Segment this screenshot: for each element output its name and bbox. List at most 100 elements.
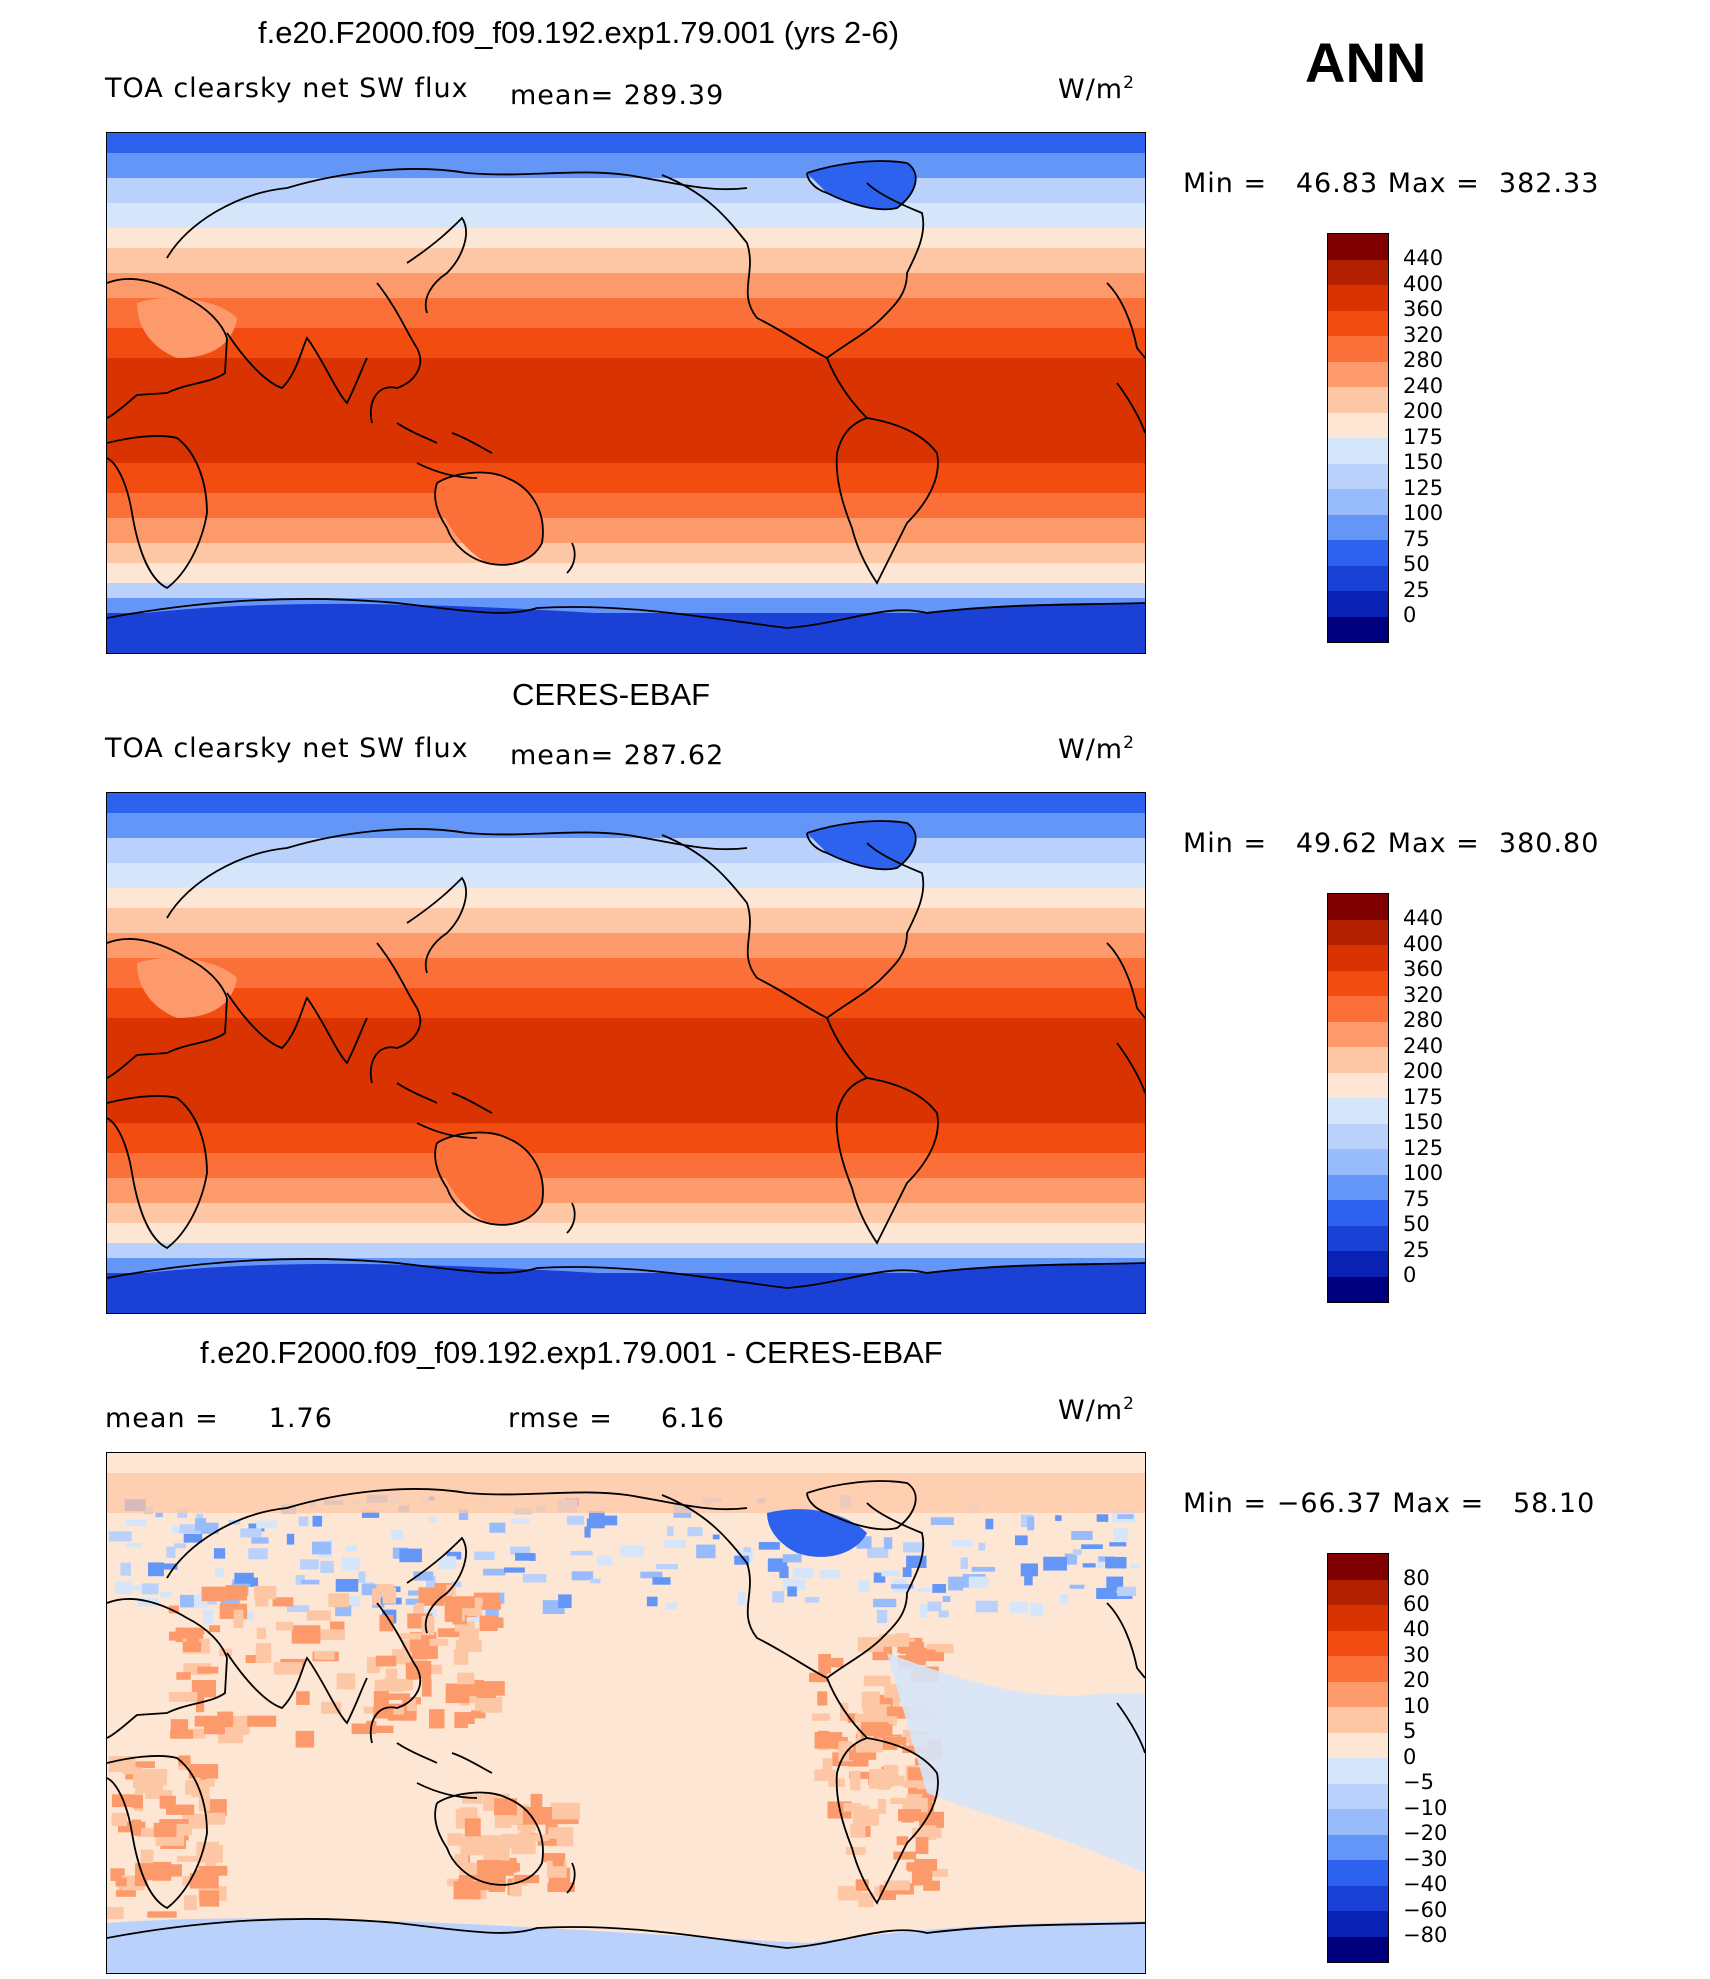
panel3-colorbar-label: −20 [1403, 1821, 1448, 1845]
panel2-colorbar-swatch [1328, 1072, 1388, 1098]
panel2-colorbar-swatch [1328, 894, 1388, 920]
panel2-colorbar-label: 125 [1403, 1135, 1444, 1160]
panel1-colorbar-swatch [1328, 259, 1388, 285]
panel2-colorbar-label: 100 [1403, 1161, 1444, 1185]
panel2-colorbar-swatch [1328, 1200, 1388, 1226]
panel3-colorbar-label: −40 [1403, 1872, 1448, 1896]
panel3-mean-value: 1.76 [268, 1403, 333, 1434]
season-label: ANN [1305, 31, 1427, 94]
panel2-colorbar-swatch [1328, 1021, 1388, 1047]
panel1-colorbar-label: 400 [1403, 271, 1444, 296]
panel1-colorbar-label: 150 [1403, 450, 1444, 474]
panel1-colorbar-label: 240 [1403, 373, 1444, 398]
panel2-colorbar [1327, 893, 1389, 1303]
panel3-colorbar-label: −30 [1403, 1846, 1448, 1871]
panel1-colorbar-label: 175 [1403, 424, 1444, 449]
panel3-map [106, 1452, 1146, 1974]
panel1-colorbar-swatch [1328, 336, 1388, 362]
panel1-mean-value: 289.39 [623, 80, 725, 111]
panel1-colorbar-swatch [1328, 234, 1388, 260]
panel2-colorbar-label: 360 [1403, 957, 1444, 981]
panel1-colorbar-swatch [1328, 361, 1388, 387]
panel3-colorbar-label: 30 [1403, 1642, 1430, 1667]
panel1-colorbar-swatch [1328, 616, 1388, 642]
panel1-colorbar-swatch [1328, 285, 1388, 311]
panel2-colorbar-label: 0 [1403, 1263, 1417, 1287]
panel3-colorbar [1327, 1553, 1389, 1963]
panel2-colorbar-label: 320 [1403, 982, 1444, 1007]
panel3-colorbar-swatch [1328, 1630, 1388, 1656]
panel1-colorbar-swatch [1328, 540, 1388, 566]
panel3-colorbar-label: 60 [1403, 1591, 1430, 1616]
panel1-colorbar-swatch [1328, 565, 1388, 591]
panel1-unit: W/m2 [1058, 73, 1135, 105]
panel3-colorbar-swatch [1328, 1707, 1388, 1733]
panel2-variable-label: TOA clearsky net SW flux [105, 733, 469, 764]
panel1-map [106, 132, 1146, 654]
panel2-colorbar-label: 25 [1403, 1237, 1430, 1262]
panel2-colorbar-swatch [1328, 1225, 1388, 1251]
panel3-colorbar-swatch [1328, 1758, 1388, 1784]
panel1-colorbar-swatch [1328, 387, 1388, 413]
panel2-mean-label: mean= 287.62 [510, 740, 725, 771]
panel3-colorbar-swatch [1328, 1605, 1388, 1631]
panel2-colorbar-label: 75 [1403, 1186, 1430, 1211]
panel1-colorbar-label: 50 [1403, 552, 1430, 576]
panel3-colorbar-swatch [1328, 1885, 1388, 1911]
panel2-colorbar-swatch [1328, 1047, 1388, 1073]
panel3-colorbar-label: −60 [1403, 1897, 1448, 1922]
panel3-mean-label: mean = 1.76 [105, 1403, 333, 1434]
panel3-colorbar-swatch [1328, 1732, 1388, 1758]
panel1-colorbar-label: 25 [1403, 577, 1430, 602]
panel2-minmax: Min = 49.62 Max = 380.80 [1183, 828, 1600, 859]
panel3-colorbar-label: 20 [1403, 1668, 1430, 1692]
panel2-colorbar-swatch [1328, 1098, 1388, 1124]
panel3-title: f.e20.F2000.f09_f09.192.exp1.79.001 - CE… [200, 1335, 943, 1370]
panel1-map-field [107, 133, 1145, 653]
panel3-colorbar-labels: 80 60 40 30 20 10 5 0 −5 −10 −20 −30 −40 −60 −80 [1403, 1566, 1447, 1949]
panel1-colorbar-label: 200 [1403, 399, 1444, 423]
panel2-mean-value: 287.62 [623, 740, 725, 771]
panel1-colorbar-swatch [1328, 591, 1388, 617]
panel2-colorbar-swatch [1328, 970, 1388, 996]
panel3-colorbar-swatch [1328, 1936, 1388, 1962]
panel3-colorbar-label: −5 [1403, 1770, 1434, 1794]
panel3-colorbar-label: 5 [1403, 1719, 1417, 1743]
panel2-colorbar-label: 150 [1403, 1110, 1444, 1134]
panel3-colorbar-label: 0 [1403, 1744, 1417, 1769]
panel3-colorbar-label: 80 [1403, 1566, 1430, 1590]
panel2-colorbar-label: 400 [1403, 931, 1444, 956]
panel1-colorbar-swatch [1328, 463, 1388, 489]
panel2-colorbar-label: 280 [1403, 1008, 1444, 1032]
panel2-colorbar-label: 200 [1403, 1059, 1444, 1083]
panel3-colorbar-swatch [1328, 1681, 1388, 1707]
panel1-colorbar-label: 360 [1403, 297, 1444, 321]
panel2-map [106, 792, 1146, 1314]
panel3-colorbar-swatch [1328, 1656, 1388, 1682]
panel3-colorbar-swatch [1328, 1809, 1388, 1835]
panel3-colorbar-swatch [1328, 1860, 1388, 1886]
panel1-colorbar-swatch [1328, 412, 1388, 438]
panel3-map-field [107, 1453, 1145, 1973]
panel2-unit: W/m2 [1058, 733, 1135, 765]
panel2-colorbar-label: 440 [1403, 906, 1444, 930]
panel1-mean-label: mean= 289.39 [510, 80, 725, 111]
panel2-title: CERES-EBAF [512, 677, 711, 712]
panel1-colorbar-swatch [1328, 514, 1388, 540]
panel3-colorbar-label: −80 [1403, 1923, 1448, 1947]
panel2-colorbar-swatch [1328, 1149, 1388, 1175]
panel3-rmse-value: 6.16 [660, 1403, 725, 1434]
panel1-colorbar-label: 125 [1403, 475, 1444, 500]
panel1-colorbar-labels: 440 400 360 320 280 240 200 175 150 125 100 75 50 25 0 [1403, 246, 1443, 629]
panel1-colorbar-label: 440 [1403, 246, 1444, 270]
panel2-colorbar-swatch [1328, 996, 1388, 1022]
panel2-map-field [107, 793, 1145, 1313]
panel1-colorbar-label: 75 [1403, 526, 1430, 551]
panel2-colorbar-label: 175 [1403, 1084, 1444, 1109]
panel3-rmse-label: rmse = 6.16 [508, 1403, 725, 1434]
panel1-colorbar-label: 320 [1403, 322, 1444, 347]
panel3-colorbar-swatch [1328, 1783, 1388, 1809]
panel1-minmax: Min = 46.83 Max = 382.33 [1183, 168, 1600, 199]
panel1-colorbar [1327, 233, 1389, 643]
panel3-colorbar-swatch [1328, 1554, 1388, 1580]
